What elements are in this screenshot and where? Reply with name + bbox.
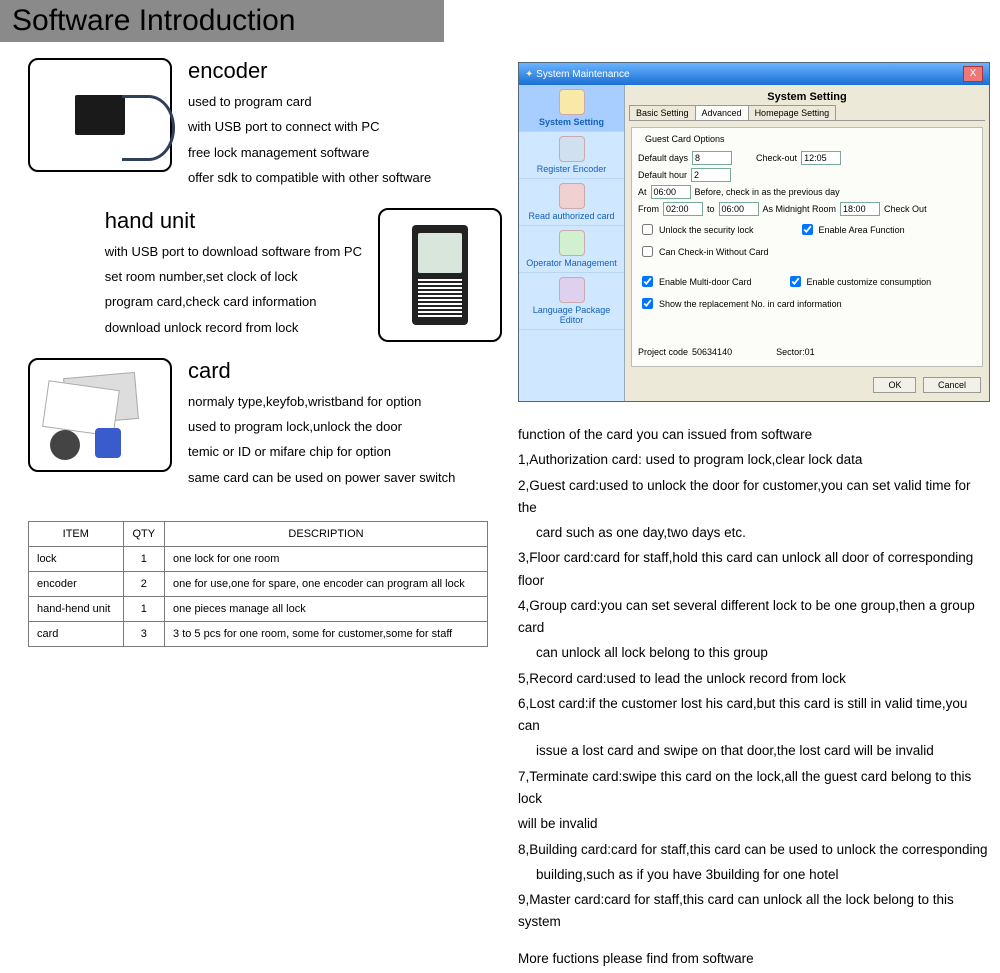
- default-days-input[interactable]: 8: [692, 151, 732, 165]
- handunit-heading: hand unit: [105, 208, 362, 234]
- list-item: 1,Authorization card: used to program lo…: [518, 449, 990, 471]
- list-item: 8,Building card:card for staff,this card…: [518, 839, 990, 861]
- list-item: 3,Floor card:card for staff,hold this ca…: [518, 547, 990, 592]
- main-title: System Setting: [629, 89, 985, 105]
- text: program card,check card information: [105, 290, 362, 313]
- dialog-title: ✦ System Maintenance: [525, 69, 630, 80]
- text: set room number,set clock of lock: [105, 265, 362, 288]
- th-desc: DESCRIPTION: [165, 522, 488, 547]
- th-item: ITEM: [29, 522, 124, 547]
- card-heading: card: [188, 358, 455, 384]
- tab-advanced[interactable]: Advanced: [695, 105, 749, 120]
- list-item: building,such as if you have 3building f…: [518, 864, 990, 886]
- text: temic or ID or mifare chip for option: [188, 440, 455, 463]
- to-input[interactable]: 06:00: [719, 202, 759, 216]
- th-qty: QTY: [123, 522, 164, 547]
- text: offer sdk to compatible with other softw…: [188, 166, 431, 189]
- sidebar-item-register[interactable]: Register Encoder: [519, 132, 624, 179]
- handunit-image: [378, 208, 502, 342]
- page-title: Software Introduction: [0, 0, 444, 42]
- table-row: lock1one lock for one room: [29, 547, 488, 572]
- encoder-section: encoder used to program card with USB po…: [28, 58, 502, 192]
- table-row: hand-hend unit1one pieces manage all loc…: [29, 597, 488, 622]
- handunit-section: hand unit with USB port to download soft…: [0, 208, 502, 342]
- list-item: issue a lost card and swipe on that door…: [518, 740, 990, 762]
- list-item: 6,Lost card:if the customer lost his car…: [518, 693, 990, 738]
- at-input[interactable]: 06:00: [651, 185, 691, 199]
- sidebar: System Setting Register Encoder Read aut…: [519, 85, 625, 401]
- text: free lock management software: [188, 141, 431, 164]
- card-section: card normaly type,keyfob,wristband for o…: [28, 358, 502, 492]
- functions-heading: function of the card you can issued from…: [518, 424, 990, 446]
- items-table: ITEM QTY DESCRIPTION lock1one lock for o…: [28, 521, 488, 647]
- list-item: 7,Terminate card:swipe this card on the …: [518, 766, 990, 811]
- chk-area[interactable]: Enable Area Function: [798, 221, 905, 238]
- more-functions: More fuctions please find from software: [518, 948, 990, 970]
- text: same card can be used on power saver swi…: [188, 466, 455, 489]
- tab-homepage[interactable]: Homepage Setting: [748, 105, 837, 120]
- cancel-button[interactable]: Cancel: [923, 377, 981, 393]
- midnight-input[interactable]: 18:00: [840, 202, 880, 216]
- from-input[interactable]: 02:00: [663, 202, 703, 216]
- default-hour-input[interactable]: 2: [691, 168, 731, 182]
- group-label: Guest Card Options: [642, 134, 728, 144]
- table-row: encoder2one for use,one for spare, one e…: [29, 572, 488, 597]
- close-icon[interactable]: X: [963, 66, 983, 82]
- system-dialog: ✦ System Maintenance X System Setting Re…: [518, 62, 990, 402]
- table-row: card33 to 5 pcs for one room, some for c…: [29, 622, 488, 647]
- text: with USB port to download software from …: [105, 240, 362, 263]
- encoder-image: [28, 58, 172, 172]
- list-item: 4,Group card:you can set several differe…: [518, 595, 990, 640]
- chk-consumption[interactable]: Enable customize consumption: [786, 273, 932, 290]
- text: with USB port to connect with PC: [188, 115, 431, 138]
- text: used to program lock,unlock the door: [188, 415, 455, 438]
- list-item: 9,Master card:card for staff,this card c…: [518, 889, 990, 934]
- list-item: will be invalid: [518, 813, 990, 835]
- chk-replacement[interactable]: Show the replacement No. in card informa…: [638, 295, 976, 312]
- text: normaly type,keyfob,wristband for option: [188, 390, 455, 413]
- chk-multidoor[interactable]: Enable Multi-door Card: [638, 273, 752, 290]
- list-item: card such as one day,two days etc.: [518, 522, 990, 544]
- text: used to program card: [188, 90, 431, 113]
- sidebar-item-read[interactable]: Read authorized card: [519, 179, 624, 226]
- ok-button[interactable]: OK: [873, 377, 916, 393]
- list-item: 5,Record card:used to lead the unlock re…: [518, 668, 990, 690]
- chk-without-card[interactable]: Can Check-in Without Card: [638, 243, 976, 260]
- sidebar-item-operator[interactable]: Operator Management: [519, 226, 624, 273]
- sidebar-item-language[interactable]: Language Package Editor: [519, 273, 624, 330]
- text: download unlock record from lock: [105, 316, 362, 339]
- list-item: can unlock all lock belong to this group: [518, 642, 990, 664]
- tab-basic[interactable]: Basic Setting: [629, 105, 696, 120]
- card-image: [28, 358, 172, 472]
- encoder-heading: encoder: [188, 58, 431, 84]
- chk-unlock[interactable]: Unlock the security lock: [638, 221, 754, 238]
- checkout-input[interactable]: 12:05: [801, 151, 841, 165]
- sidebar-item-system[interactable]: System Setting: [519, 85, 624, 132]
- list-item: 2,Guest card:used to unlock the door for…: [518, 475, 990, 520]
